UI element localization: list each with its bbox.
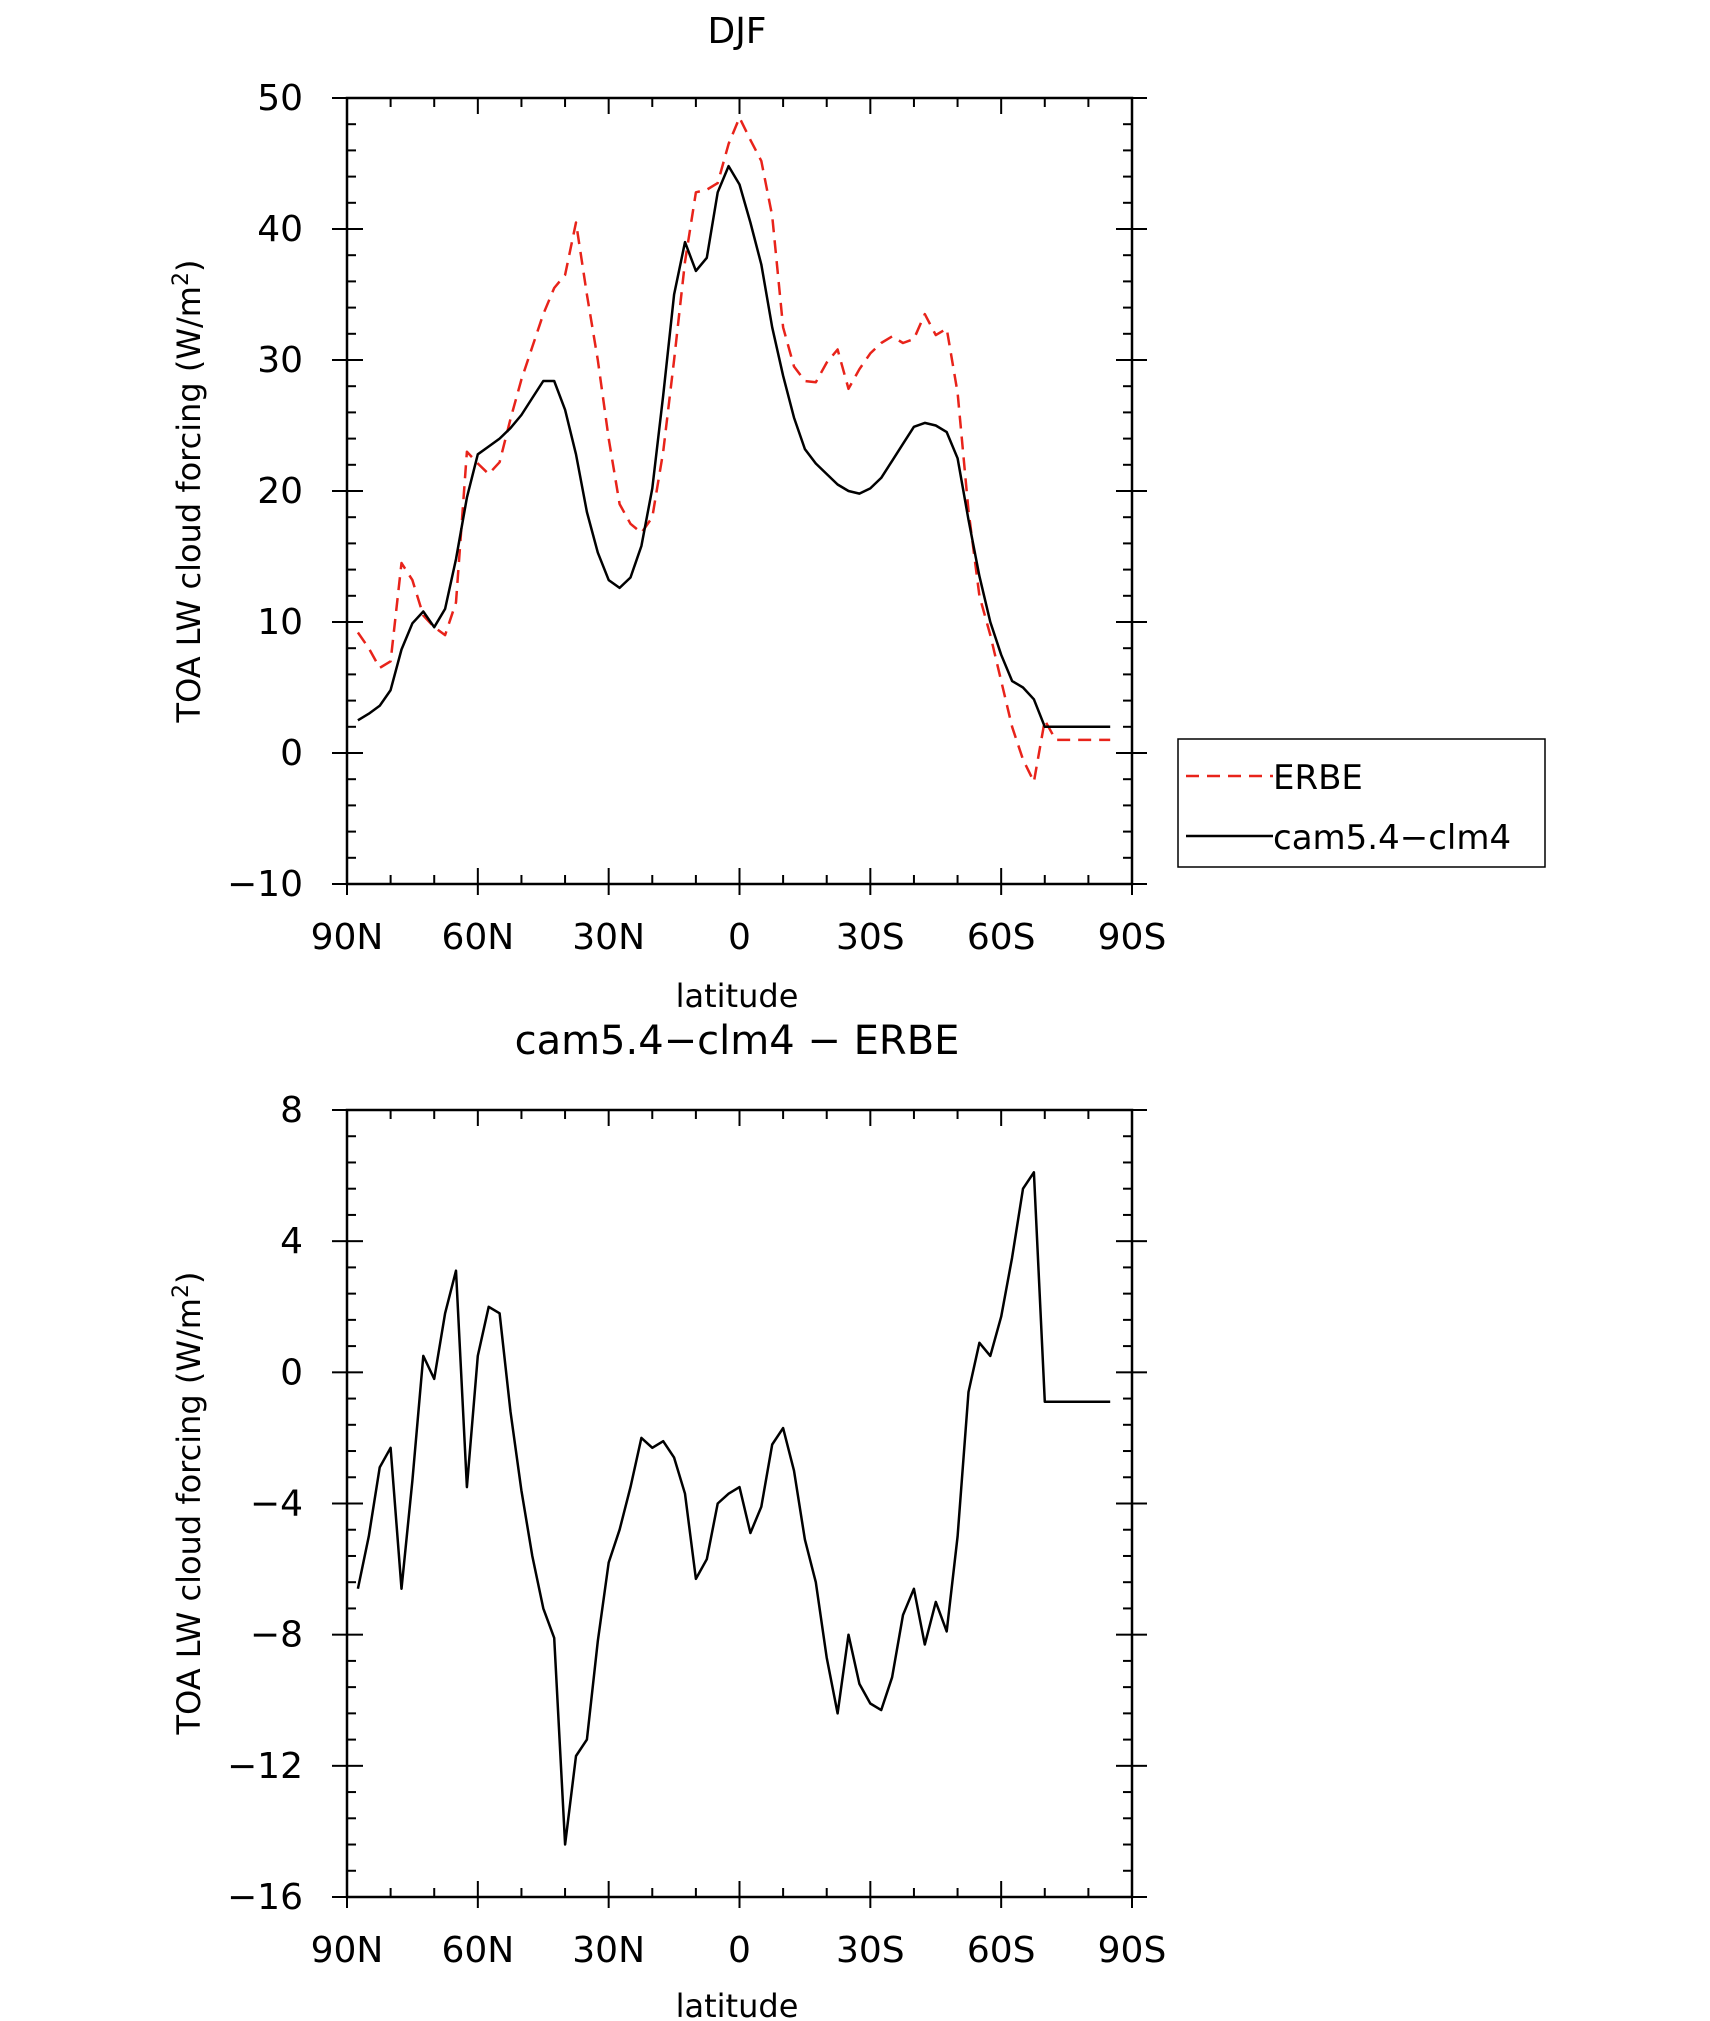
y-axis-label-sup: 2 [169,272,194,286]
chart-title: DJF [707,11,766,52]
series-line-cam5-4-clm4 [357,164,1111,729]
y-axis-label-close: ) [170,260,208,272]
plot-frame [345,96,1134,886]
x-tick-label: 90S [1098,917,1167,958]
y-axis-label-close: ) [170,1272,208,1284]
y-axis-label-main: TOA LW cloud forcing (W/m [170,1298,208,1735]
y-axis-label-sup: 2 [169,1284,194,1298]
x-tick-label: 60N [441,917,514,958]
legend-label-erbe: ERBE [1273,758,1363,798]
y-tick-label: 10 [257,602,303,643]
y-tick-label: −8 [250,1615,303,1656]
x-tick-label: 30N [572,917,645,958]
x-tick-label: 90S [1098,1930,1167,1971]
x-tick-label: 90N [311,917,384,958]
axis-ticks [332,1109,1147,1908]
y-tick-label: 20 [257,471,303,512]
y-tick-label: 4 [280,1221,303,1262]
series-line-erbe [356,116,1111,784]
y-tick-label: 0 [280,1352,303,1393]
y-tick-label: −10 [227,864,303,905]
y-axis-label: TOA LW cloud forcing (W/m2) [169,260,208,724]
y-tick-label: 8 [280,1090,303,1131]
tick-labels: 90N 60N 30N 0 30S 60S 90S −16 −12 −8 −4 0 4 8 [227,1090,1166,1971]
legend-box [1177,738,1546,868]
legend: ERBE cam5.4−clm4 [1177,738,1546,868]
panel-top: DJF 90N 60N 30N 0 30S 60S 90S −10 0 10 20 30 40 50 la… [169,11,1546,1015]
plot-series [356,116,1111,784]
chart-title: cam5.4−clm4 − ERBE [515,1018,960,1064]
x-tick-label: 90N [311,1930,384,1971]
y-tick-label: 0 [280,733,303,774]
y-tick-label: −12 [227,1746,303,1787]
panel-bottom: cam5.4−clm4 − ERBE 90N 60N 30N 0 30S 60S 90S −1… [169,1018,1166,2021]
series-line-difference [356,1171,1111,1846]
legend-label-model: cam5.4−clm4 [1273,818,1511,858]
plot-frame [345,1108,1134,1899]
x-tick-label: 60N [441,1930,514,1971]
x-tick-label: 30S [836,917,905,958]
x-tick-label: 30S [836,1930,905,1971]
x-axis-label: latitude [676,1987,799,2021]
y-axis-label: TOA LW cloud forcing (W/m2) [169,1272,208,1736]
y-tick-label: 40 [257,209,303,250]
plot-series [356,1171,1111,1846]
x-tick-label: 0 [728,917,751,958]
y-tick-label: −16 [227,1877,303,1918]
axis-ticks [332,97,1147,895]
x-tick-label: 0 [728,1930,751,1971]
y-tick-label: 30 [257,340,303,381]
y-tick-label: 50 [257,78,303,119]
x-tick-label: 30N [572,1930,645,1971]
x-tick-label: 60S [967,1930,1036,1971]
tick-labels: 90N 60N 30N 0 30S 60S 90S −10 0 10 20 30 40 50 [227,78,1166,958]
y-tick-label: −4 [250,1484,303,1525]
x-tick-label: 60S [967,917,1036,958]
x-axis-label: latitude [676,977,799,1015]
y-axis-label-main: TOA LW cloud forcing (W/m [170,286,208,723]
